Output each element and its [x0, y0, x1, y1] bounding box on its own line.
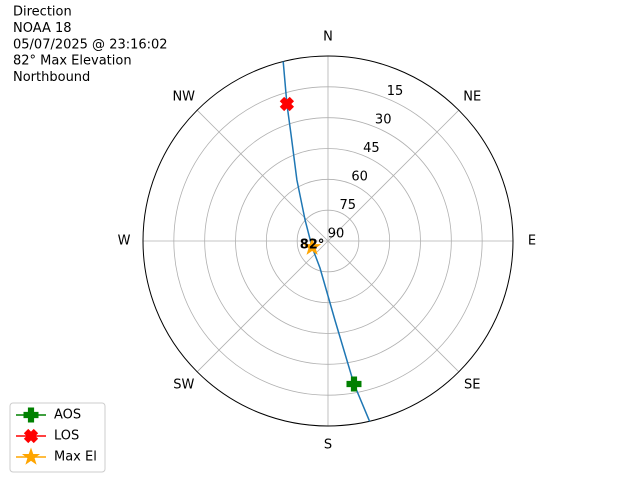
grid-ring [173, 86, 483, 396]
r-tick-label: 30 [375, 113, 392, 128]
grid-ring [204, 117, 452, 365]
x-marker [23, 428, 39, 444]
track-line [282, 61, 371, 422]
r-tick-label: 45 [363, 141, 380, 156]
r-tick-label: 90 [328, 227, 345, 242]
plus-marker [23, 407, 39, 423]
r-tick-label: 75 [340, 198, 357, 213]
title-line: Northbound [13, 70, 90, 85]
r-tick-label: 60 [351, 170, 368, 185]
title-line: Direction [13, 5, 72, 20]
direction-label: SE [464, 378, 480, 393]
title-line: 82° Max Elevation [13, 54, 132, 69]
r-tick-label: 15 [387, 84, 404, 99]
direction-label: NE [463, 89, 481, 104]
legend-label: LOS [54, 429, 79, 444]
polar-spine [142, 55, 514, 427]
title-line: NOAA 18 [13, 21, 72, 36]
star-marker [303, 237, 322, 255]
grid-ring [265, 178, 391, 304]
direction-label: N [323, 30, 333, 45]
title-line: 05/07/2025 @ 23:16:02 [13, 37, 168, 52]
grid-ring [235, 148, 421, 334]
legend-label: AOS [54, 408, 81, 423]
direction-label: E [528, 234, 536, 249]
star-marker [21, 447, 41, 465]
annotation: 82° [300, 238, 325, 253]
direction-label: W [118, 234, 131, 249]
plus-marker [346, 376, 362, 392]
x-marker [279, 96, 295, 112]
direction-label: SW [173, 378, 194, 393]
direction-label: S [324, 438, 332, 453]
direction-label: NW [172, 89, 195, 104]
legend-label: Max El [54, 450, 97, 465]
grid-ring [296, 209, 360, 273]
